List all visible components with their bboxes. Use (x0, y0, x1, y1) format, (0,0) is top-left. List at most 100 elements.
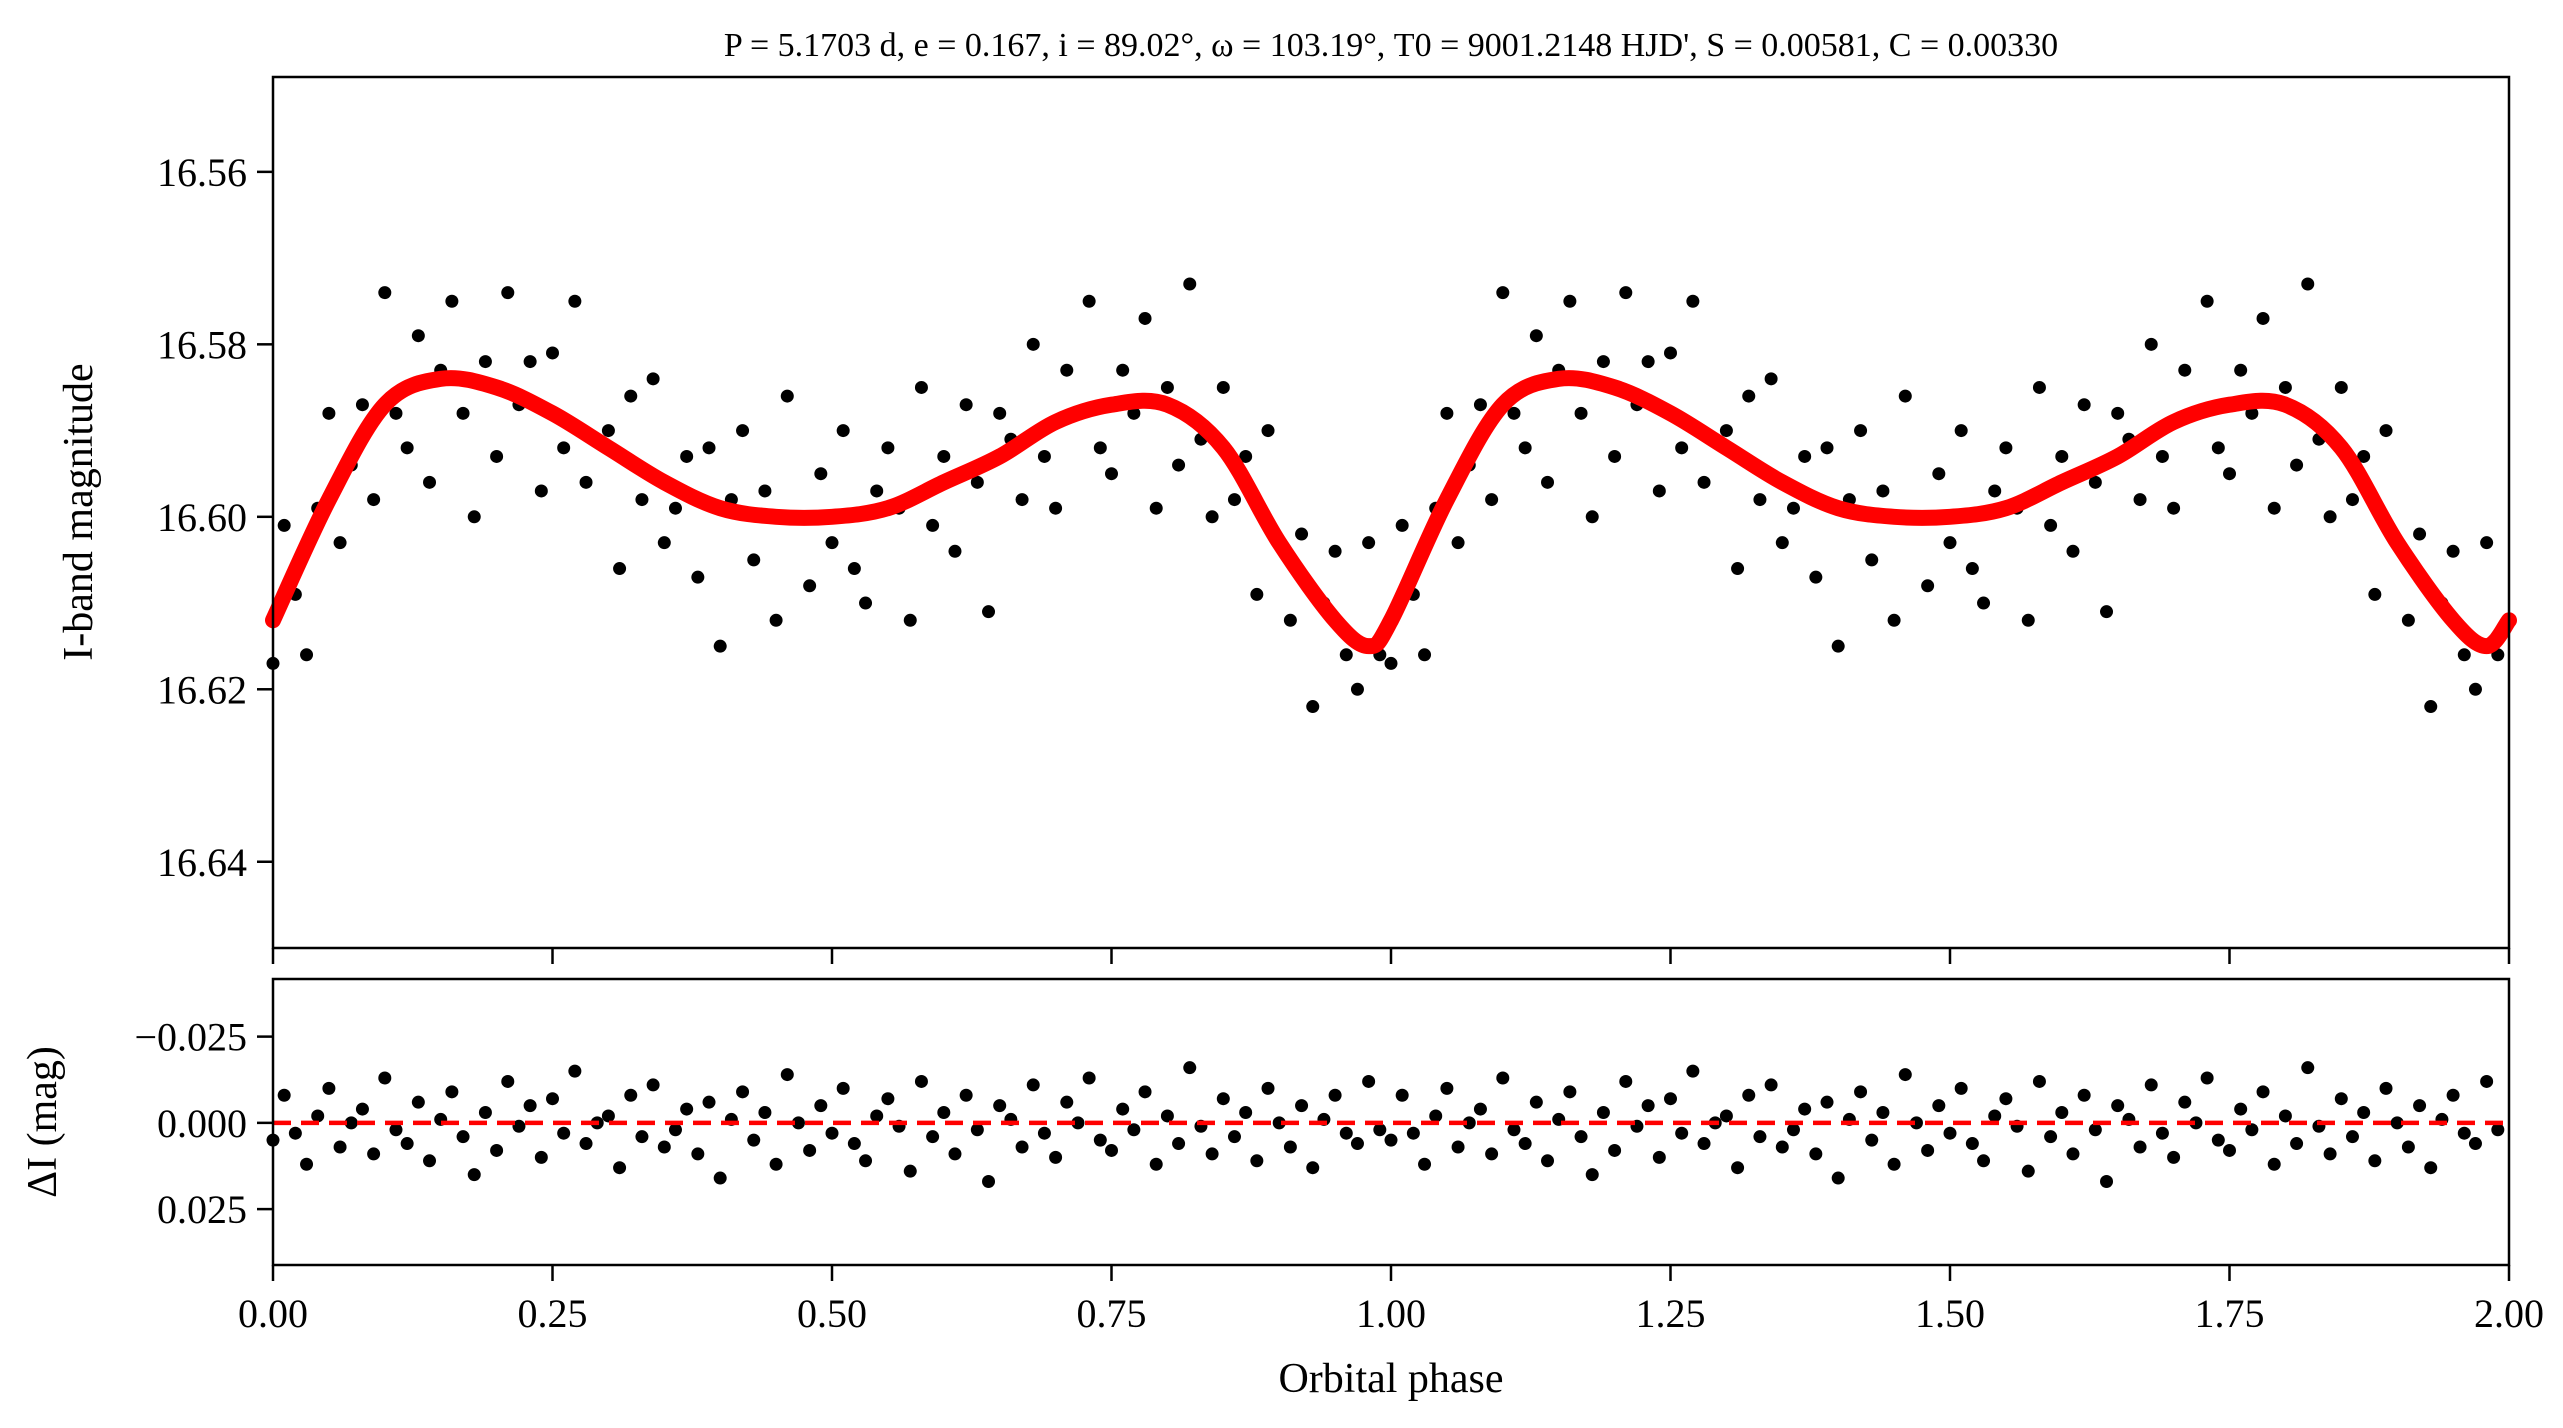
residual-point (2055, 1106, 2069, 1120)
residual-point (1988, 1109, 2002, 1123)
residual-point (1138, 1085, 1152, 1099)
residual-point (2323, 1147, 2337, 1161)
residual-point (970, 1123, 984, 1137)
residual-point (1786, 1123, 1800, 1137)
data-point (2267, 501, 2281, 515)
data-point (1473, 398, 1487, 412)
data-point (1798, 449, 1812, 463)
residual-point (478, 1106, 492, 1120)
residual-point (1753, 1130, 1767, 1144)
residual-point (1876, 1106, 1890, 1120)
data-point (859, 596, 873, 610)
data-point (1921, 579, 1935, 593)
residual-point (1373, 1123, 1387, 1137)
data-point (836, 424, 850, 438)
residual-point (702, 1095, 716, 1109)
data-point (1697, 475, 1711, 489)
x-tick-label: 0.00 (238, 1291, 308, 1336)
data-point (1496, 286, 1510, 300)
residual-point (523, 1099, 537, 1113)
data-point (780, 389, 794, 403)
data-point (914, 380, 928, 394)
data-point (1261, 424, 1275, 438)
residual-point (814, 1099, 828, 1113)
data-point (1977, 596, 1991, 610)
data-point (1954, 424, 1968, 438)
residual-point (423, 1154, 437, 1168)
residual-point (1429, 1109, 1443, 1123)
model-curve (265, 370, 2517, 655)
data-point (870, 484, 884, 498)
data-point (1585, 510, 1599, 524)
data-point (355, 398, 369, 412)
data-point (1664, 346, 1677, 360)
y-tick-label: 16.56 (157, 150, 247, 195)
data-point (1932, 467, 1946, 481)
residual-point (2290, 1137, 2304, 1151)
data-point (825, 536, 839, 550)
data-point (1619, 286, 1633, 300)
residual-point (1608, 1143, 1622, 1157)
residual-point (1406, 1126, 1420, 1140)
data-point (333, 536, 347, 550)
residual-point (2491, 1123, 2505, 1137)
residual-point (1216, 1092, 1230, 1106)
residual-point (1932, 1099, 1946, 1113)
residual-point (300, 1157, 314, 1171)
data-point (490, 449, 504, 463)
data-point (1082, 294, 1096, 308)
residual-point (2301, 1061, 2315, 1075)
residual-point (736, 1085, 750, 1099)
residual-point (1250, 1154, 1264, 1168)
x-axis-label: Orbital phase (1278, 1356, 1503, 1402)
data-point (803, 579, 817, 593)
residual-point (1999, 1092, 2013, 1106)
data-point (1574, 406, 1588, 420)
residual-point (601, 1109, 615, 1123)
residual-point (534, 1150, 548, 1164)
data-point (445, 294, 459, 308)
residual-point (1898, 1068, 1912, 1082)
residual-point (870, 1109, 884, 1123)
residual-point (2077, 1088, 2091, 1102)
residual-point (1820, 1095, 1834, 1109)
residual-point (948, 1147, 962, 1161)
lower-y-axis: −0.025 0.000 0.025 (134, 1015, 273, 1232)
x-tick-label: 0.50 (797, 1291, 867, 1336)
data-point (2021, 613, 2035, 627)
residual-point (1798, 1102, 1812, 1116)
data-point (2446, 544, 2460, 558)
residual-point (881, 1092, 895, 1106)
data-point (1049, 501, 1063, 515)
data-point (1138, 311, 1152, 325)
data-point (2457, 648, 2471, 662)
residual-point (389, 1123, 403, 1137)
data-point (2066, 544, 2080, 558)
data-point (1183, 277, 1197, 291)
x-tick-label: 1.00 (1356, 1291, 1426, 1336)
residual-point (903, 1164, 917, 1178)
data-point (1395, 518, 1409, 532)
data-point (2178, 363, 2192, 377)
residual-point (1977, 1154, 1991, 1168)
x-tick-label: 0.25 (518, 1291, 588, 1336)
residual-point (1350, 1137, 1364, 1151)
data-point (769, 613, 783, 627)
residual-point (780, 1068, 794, 1082)
data-point (1764, 372, 1778, 386)
data-point (970, 475, 984, 489)
residual-point (2234, 1102, 2248, 1116)
upper-x-ticks (271, 948, 2511, 964)
data-point (378, 286, 392, 300)
residual-point (277, 1088, 291, 1102)
y-tick-label: 16.64 (157, 840, 247, 885)
data-point (300, 648, 314, 662)
data-point (534, 484, 548, 498)
data-point (1775, 536, 1789, 550)
residual-point (2044, 1130, 2058, 1144)
residual-point (2468, 1137, 2482, 1151)
residual-point (1105, 1143, 1118, 1157)
data-point (948, 544, 962, 558)
residual-point (2457, 1126, 2471, 1140)
data-point (1898, 389, 1912, 403)
